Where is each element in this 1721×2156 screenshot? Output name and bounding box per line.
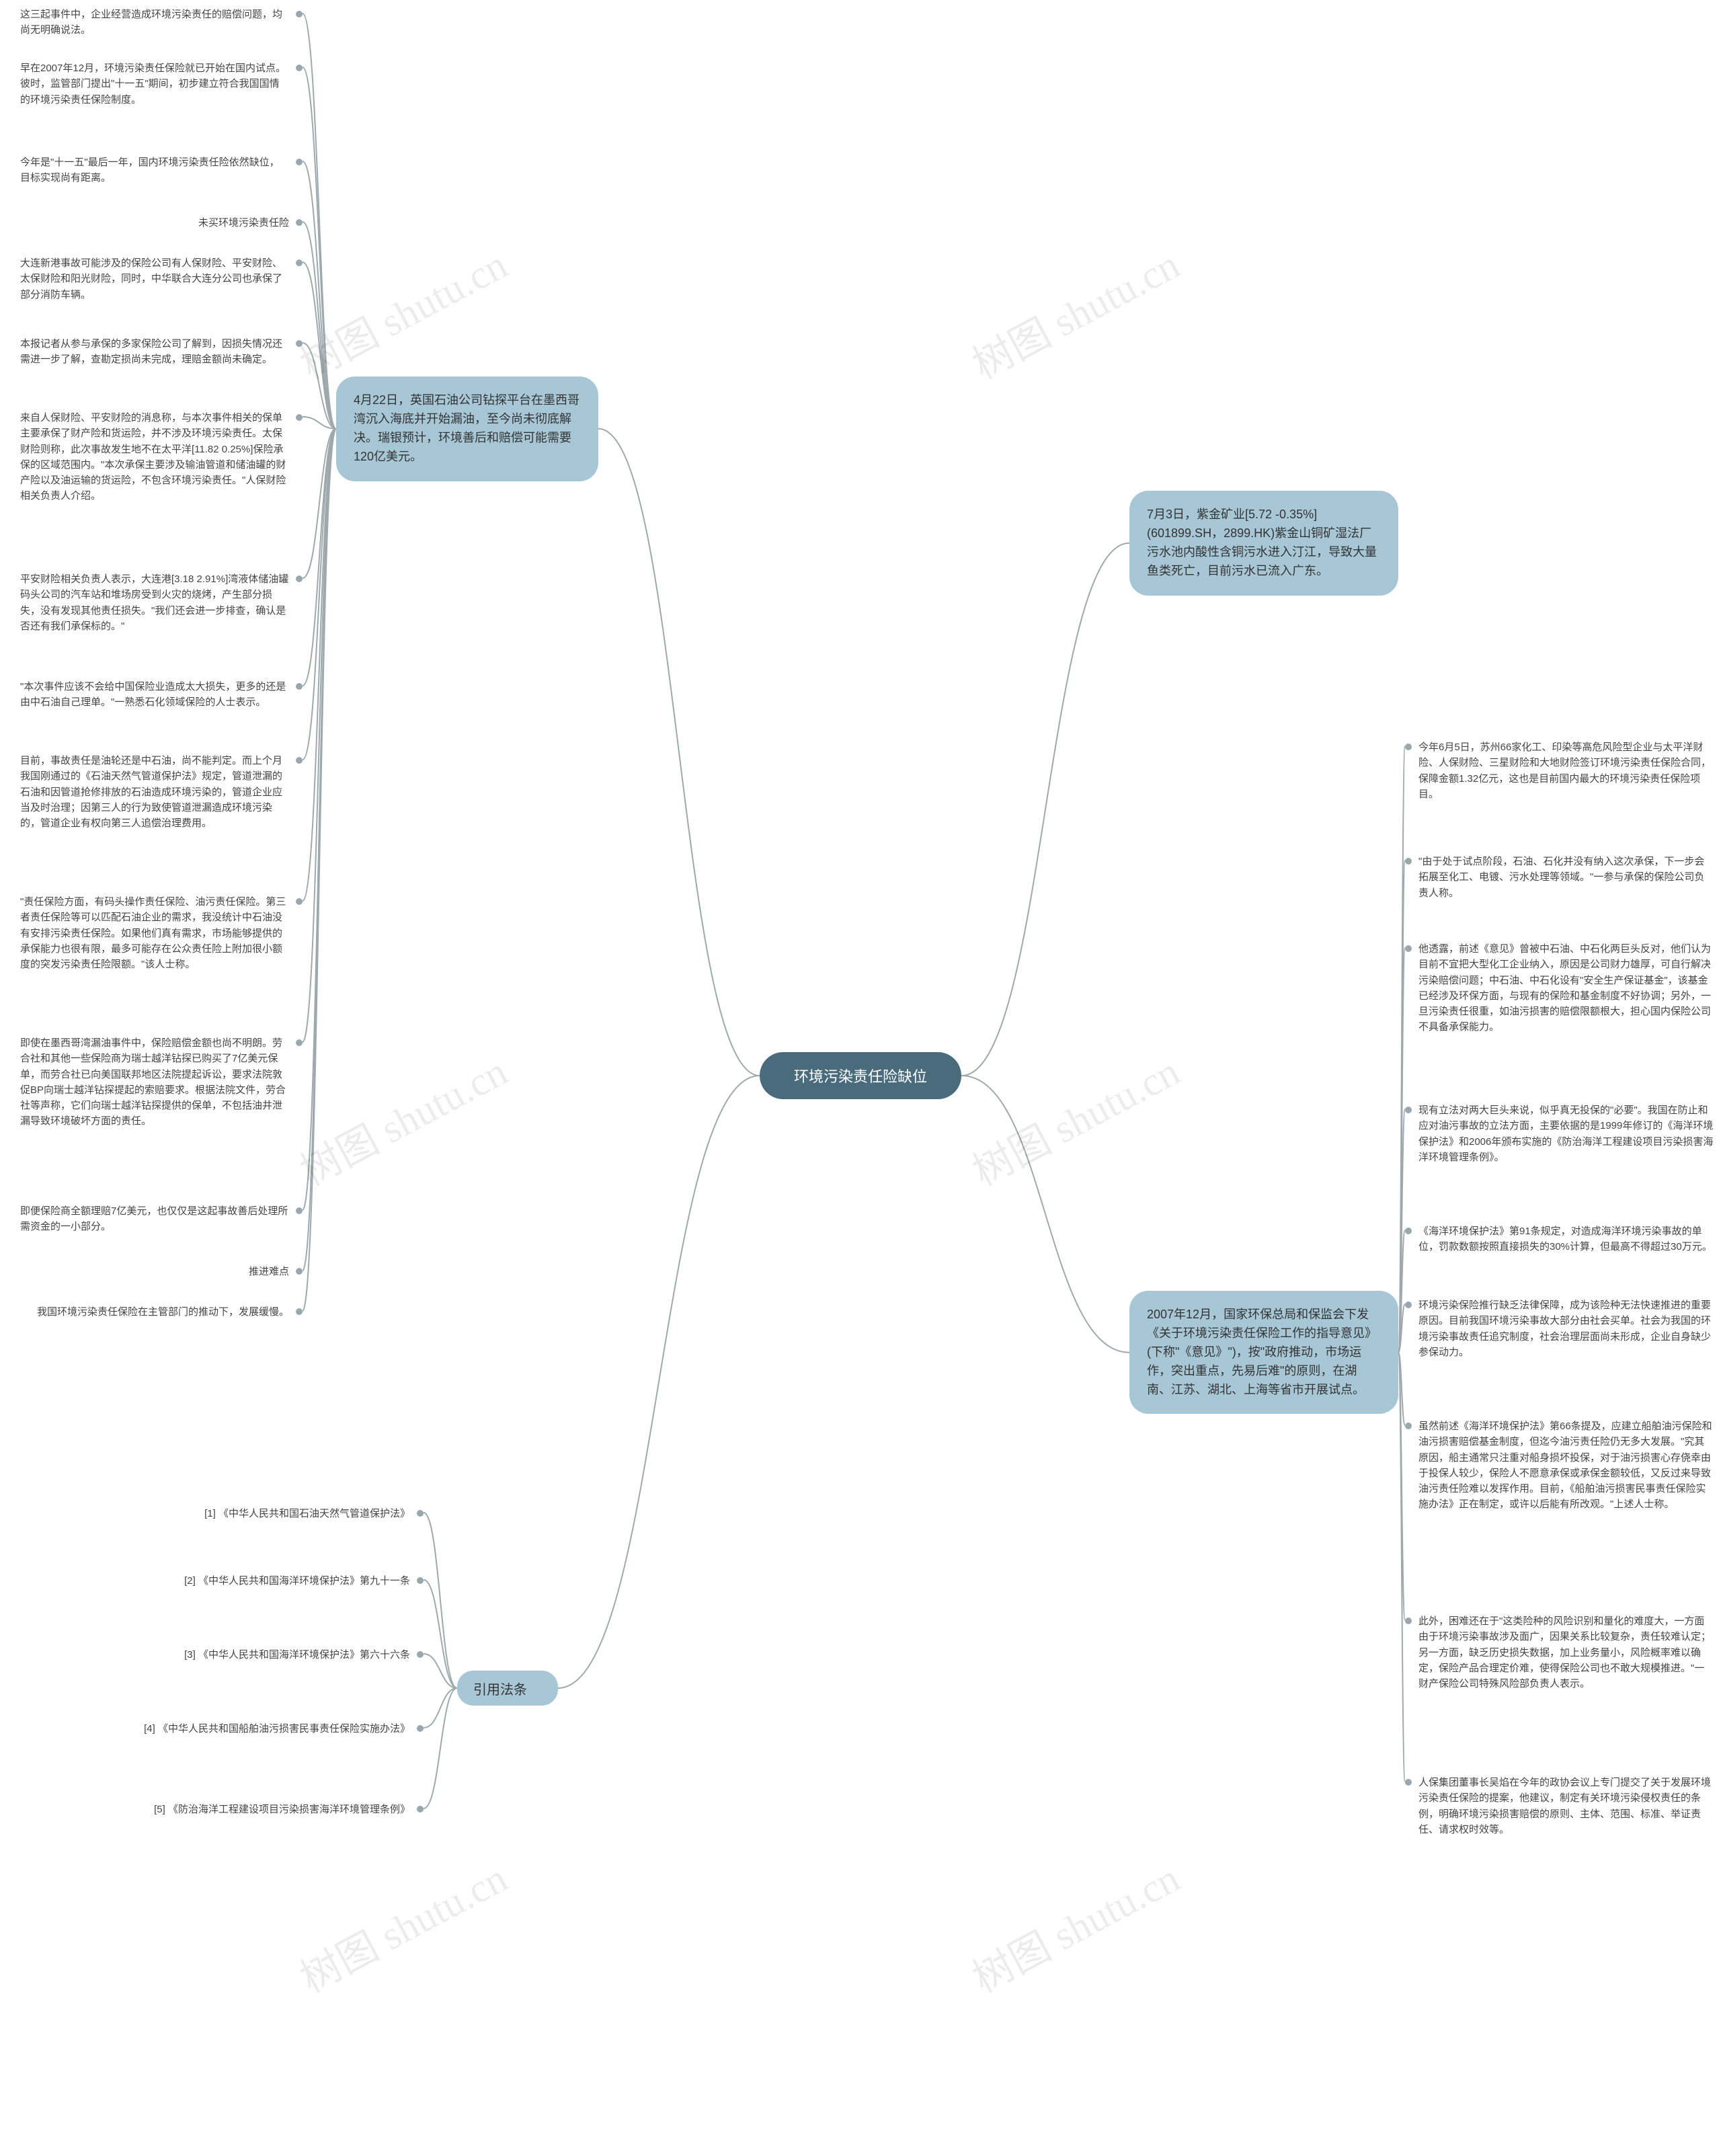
leaf-node[interactable]: 大连新港事故可能涉及的保险公司有人保财险、平安财险、太保财险和阳光财险，同时，中… [20,255,303,303]
branch-bubble[interactable]: 4月22日，英国石油公司钻探平台在墨西哥湾沉入海底并开始漏油，至今尚未彻底解决。… [336,376,598,481]
leaf-node[interactable]: 这三起事件中，企业经营造成环境污染责任的赔偿问题，均尚无明确说法。 [20,7,303,38]
leaf-node[interactable]: 今年6月5日，苏州66家化工、印染等高危风险型企业与太平洋财险、人保财险、三星财… [1405,740,1714,802]
leaf-node[interactable]: "由于处于试点阶段，石油、石化并没有纳入这次承保，下一步会拓展至化工、电镀、污水… [1405,854,1714,901]
watermark-text: 树图 shutu.cn [288,233,516,391]
leaf-dot-icon [417,1510,424,1517]
leaf-node[interactable]: 本报记者从参与承保的多家保险公司了解到，因损失情况还需进一步了解，查勘定损尚未完… [20,336,303,368]
leaf-node[interactable]: 推进难点 [20,1264,303,1279]
leaf-node[interactable]: 即便保险商全额理赔7亿美元，也仅仅是这起事故善后处理所需资金的一小部分。 [20,1203,303,1235]
leaf-text: 现有立法对两大巨头来说，似乎真无投保的"必要"。我国在防止和应对油污事故的立法方… [1418,1103,1714,1165]
center-topic[interactable]: 环境污染责任险缺位 [760,1052,961,1099]
leaf-text: 本报记者从参与承保的多家保险公司了解到，因损失情况还需进一步了解，查勘定损尚未完… [20,336,289,368]
leaf-node[interactable]: 此外，困难还在于"这类险种的风险识别和量化的难度大，一方面由于环境污染事故涉及面… [1405,1613,1714,1691]
leaf-dot-icon [417,1806,424,1812]
leaf-node[interactable]: 今年是"十一五"最后一年，国内环境污染责任险依然缺位，目标实现尚有距离。 [20,155,303,186]
leaf-node[interactable]: 来自人保财险、平安财险的消息称，与本次事件相关的保单主要承保了财产险和货运险，并… [20,410,303,504]
leaf-text: 人保集团董事长吴焰在今年的政协会议上专门提交了关于发展环境污染责任保险的提案，他… [1418,1775,1714,1837]
leaf-node[interactable]: 我国环境污染责任保险在主管部门的推动下，发展缓慢。 [20,1304,303,1320]
leaf-dot-icon [296,159,303,165]
leaf-node[interactable]: 人保集团董事长吴焰在今年的政协会议上专门提交了关于发展环境污染责任保险的提案，他… [1405,1775,1714,1837]
leaf-node[interactable]: 早在2007年12月，环境污染责任保险就已开始在国内试点。彼时，监管部门提出"十… [20,61,303,108]
leaf-dot-icon [1405,945,1412,952]
leaf-dot-icon [296,757,303,764]
watermark-text: 树图 shutu.cn [961,1039,1188,1197]
leaf-text: 平安财险相关负责人表示，大连港[3.18 2.91%]湾液体储油罐码头公司的汽车… [20,571,289,634]
leaf-text: 推进难点 [249,1264,289,1279]
leaf-dot-icon [1405,1618,1412,1624]
watermark-text: 树图 shutu.cn [288,1039,516,1197]
leaf-text: 即便保险商全额理赔7亿美元，也仅仅是这起事故善后处理所需资金的一小部分。 [20,1203,289,1235]
leaf-dot-icon [296,219,303,226]
leaf-dot-icon [1405,1423,1412,1429]
leaf-node[interactable]: 《海洋环境保护法》第91条规定，对造成海洋环境污染事故的单位，罚款数额按照直接损… [1405,1224,1714,1255]
leaf-text: 大连新港事故可能涉及的保险公司有人保财险、平安财险、太保财险和阳光财险，同时，中… [20,255,289,303]
leaf-text: "由于处于试点阶段，石油、石化并没有纳入这次承保，下一步会拓展至化工、电镀、污水… [1418,854,1714,901]
leaf-node[interactable]: 环境污染保险推行缺乏法律保障，成为该险种无法快速推进的重要原因。目前我国环境污染… [1405,1297,1714,1360]
leaf-text: 这三起事件中，企业经营造成环境污染责任的赔偿问题，均尚无明确说法。 [20,7,289,38]
cite-leaf[interactable]: [4] 《中华人民共和国船舶油污损害民事责任保险实施办法》 [134,1721,424,1736]
leaf-text: 我国环境污染责任保险在主管部门的推动下，发展缓慢。 [37,1304,289,1320]
leaf-dot-icon [296,1268,303,1275]
leaf-node[interactable]: "责任保险方面，有码头操作责任保险、油污责任保险。第三者责任保险等可以匹配石油企… [20,894,303,972]
leaf-text: [5] 《防治海洋工程建设项目污染损害海洋环境管理条例》 [154,1802,410,1817]
branch-bubble[interactable]: 2007年12月，国家环保总局和保监会下发《关于环境污染责任保险工作的指导意见》… [1129,1291,1398,1414]
cite-leaf[interactable]: [3] 《中华人民共和国海洋环境保护法》第六十六条 [134,1647,424,1663]
leaf-dot-icon [296,414,303,421]
leaf-dot-icon [296,1039,303,1046]
leaf-dot-icon [1405,1228,1412,1234]
leaf-text: 即使在墨西哥湾漏油事件中，保险赔偿金额也尚不明朗。劳合社和其他一些保险商为瑞士越… [20,1035,289,1129]
leaf-text: "责任保险方面，有码头操作责任保险、油污责任保险。第三者责任保险等可以匹配石油企… [20,894,289,972]
leaf-dot-icon [1405,858,1412,865]
leaf-text: 此外，困难还在于"这类险种的风险识别和量化的难度大，一方面由于环境污染事故涉及面… [1418,1613,1714,1691]
leaf-dot-icon [296,65,303,71]
cite-leaf[interactable]: [5] 《防治海洋工程建设项目污染损害海洋环境管理条例》 [134,1802,424,1817]
leaf-dot-icon [296,259,303,266]
leaf-dot-icon [296,340,303,347]
leaf-node[interactable]: 现有立法对两大巨头来说，似乎真无投保的"必要"。我国在防止和应对油污事故的立法方… [1405,1103,1714,1165]
leaf-text: [2] 《中华人民共和国海洋环境保护法》第九十一条 [184,1573,410,1589]
leaf-dot-icon [417,1651,424,1658]
leaf-dot-icon [296,11,303,17]
watermark-text: 树图 shutu.cn [961,233,1188,391]
leaf-text: 来自人保财险、平安财险的消息称，与本次事件相关的保单主要承保了财产险和货运险，并… [20,410,289,504]
leaf-dot-icon [1405,1107,1412,1113]
leaf-dot-icon [1405,744,1412,750]
leaf-text: 早在2007年12月，环境污染责任保险就已开始在国内试点。彼时，监管部门提出"十… [20,61,289,108]
leaf-text: [3] 《中华人民共和国海洋环境保护法》第六十六条 [184,1647,410,1663]
leaf-text: [4] 《中华人民共和国船舶油污损害民事责任保险实施办法》 [144,1721,410,1736]
watermark-text: 树图 shutu.cn [288,1846,516,2004]
leaf-dot-icon [1405,1302,1412,1308]
cite-leaf[interactable]: [1] 《中华人民共和国石油天然气管道保护法》 [134,1506,424,1521]
leaf-text: 未买环境污染责任险 [198,215,289,231]
leaf-node[interactable]: 平安财险相关负责人表示，大连港[3.18 2.91%]湾液体储油罐码头公司的汽车… [20,571,303,634]
leaf-text: 目前，事故责任是油轮还是中石油，尚不能判定。而上个月我国刚通过的《石油天然气管道… [20,753,289,831]
leaf-text: 虽然前述《海洋环境保护法》第66条提及，应建立船舶油污保险和油污损害赔偿基金制度… [1418,1419,1714,1513]
leaf-dot-icon [296,1308,303,1315]
leaf-text: 《海洋环境保护法》第91条规定，对造成海洋环境污染事故的单位，罚款数额按照直接损… [1418,1224,1714,1255]
cite-leaf[interactable]: [2] 《中华人民共和国海洋环境保护法》第九十一条 [134,1573,424,1589]
leaf-text: 今年6月5日，苏州66家化工、印染等高危风险型企业与太平洋财险、人保财险、三星财… [1418,740,1714,802]
leaf-dot-icon [296,575,303,582]
watermark-text: 树图 shutu.cn [961,1846,1188,2004]
leaf-dot-icon [296,898,303,905]
leaf-node[interactable]: 他透露，前述《意见》曾被中石油、中石化两巨头反对，他们认为目前不宜把大型化工企业… [1405,941,1714,1035]
leaf-dot-icon [417,1577,424,1584]
branch-bubble[interactable]: 7月3日，紫金矿业[5.72 -0.35%](601899.SH，2899.HK… [1129,491,1398,596]
leaf-dot-icon [417,1725,424,1732]
leaf-node[interactable]: "本次事件应该不会给中国保险业造成太大损失，更多的还是由中石油自己理单。"一熟悉… [20,679,303,711]
leaf-text: "本次事件应该不会给中国保险业造成太大损失，更多的还是由中石油自己理单。"一熟悉… [20,679,289,711]
leaf-text: 今年是"十一五"最后一年，国内环境污染责任险依然缺位，目标实现尚有距离。 [20,155,289,186]
leaf-dot-icon [296,683,303,690]
leaf-dot-icon [1405,1779,1412,1786]
leaf-dot-icon [296,1207,303,1214]
leaf-text: 环境污染保险推行缺乏法律保障，成为该险种无法快速推进的重要原因。目前我国环境污染… [1418,1297,1714,1360]
leaf-node[interactable]: 虽然前述《海洋环境保护法》第66条提及，应建立船舶油污保险和油污损害赔偿基金制度… [1405,1419,1714,1513]
leaf-text: 他透露，前述《意见》曾被中石油、中石化两巨头反对，他们认为目前不宜把大型化工企业… [1418,941,1714,1035]
leaf-node[interactable]: 即使在墨西哥湾漏油事件中，保险赔偿金额也尚不明朗。劳合社和其他一些保险商为瑞士越… [20,1035,303,1129]
leaf-text: [1] 《中华人民共和国石油天然气管道保护法》 [204,1506,410,1521]
leaf-node[interactable]: 未买环境污染责任险 [20,215,303,231]
leaf-node[interactable]: 目前，事故责任是油轮还是中石油，尚不能判定。而上个月我国刚通过的《石油天然气管道… [20,753,303,831]
cite-pill[interactable]: 引用法条 [457,1671,558,1706]
